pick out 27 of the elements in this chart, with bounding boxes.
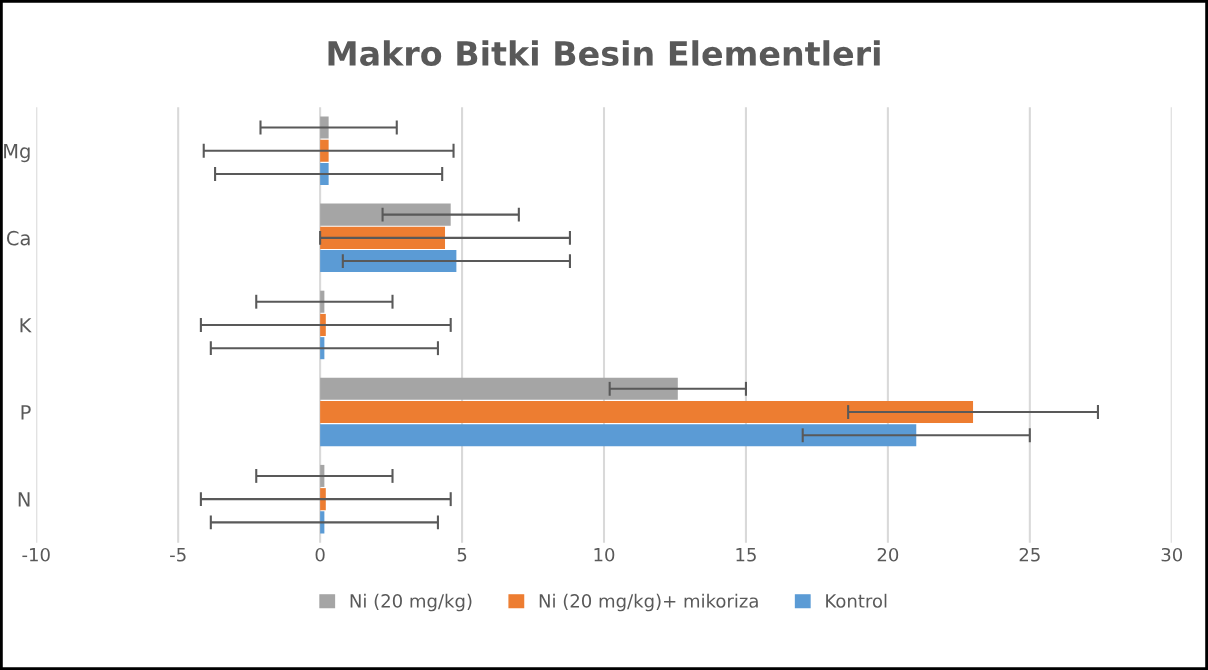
bar (320, 203, 451, 226)
x-tick-label: 15 (736, 548, 756, 562)
legend-label: Ni (20 mg/kg)+ mikoriza (539, 593, 758, 612)
bar (320, 139, 329, 162)
y-tick-label: N (18, 492, 30, 507)
x-tick-label: 30 (1161, 547, 1183, 562)
bar (320, 401, 974, 424)
bar (320, 250, 457, 273)
x-tick-label: 10 (594, 547, 615, 562)
bar (320, 313, 326, 336)
x-tick-label: -10 (22, 547, 50, 562)
chart-title: Makro Bitki Besin Elementleri (328, 40, 880, 67)
y-tick-label: Mg (4, 143, 30, 163)
bar (320, 226, 446, 249)
x-tick-label: 0 (315, 547, 325, 562)
x-tick-label: -5 (170, 548, 186, 562)
y-tick-label: K (20, 318, 32, 333)
legend-label: Ni (20 mg/kg) (350, 593, 472, 612)
y-tick-label: Ca (6, 230, 30, 246)
x-tick-label: 5 (457, 548, 467, 562)
x-tick-label: 25 (1019, 547, 1040, 562)
x-tick-label: 20 (877, 547, 899, 562)
bar (320, 377, 678, 400)
bar (320, 424, 917, 447)
bar (320, 488, 326, 511)
legend-label: Kontrol (826, 593, 887, 608)
y-tick-label: P (21, 405, 31, 420)
